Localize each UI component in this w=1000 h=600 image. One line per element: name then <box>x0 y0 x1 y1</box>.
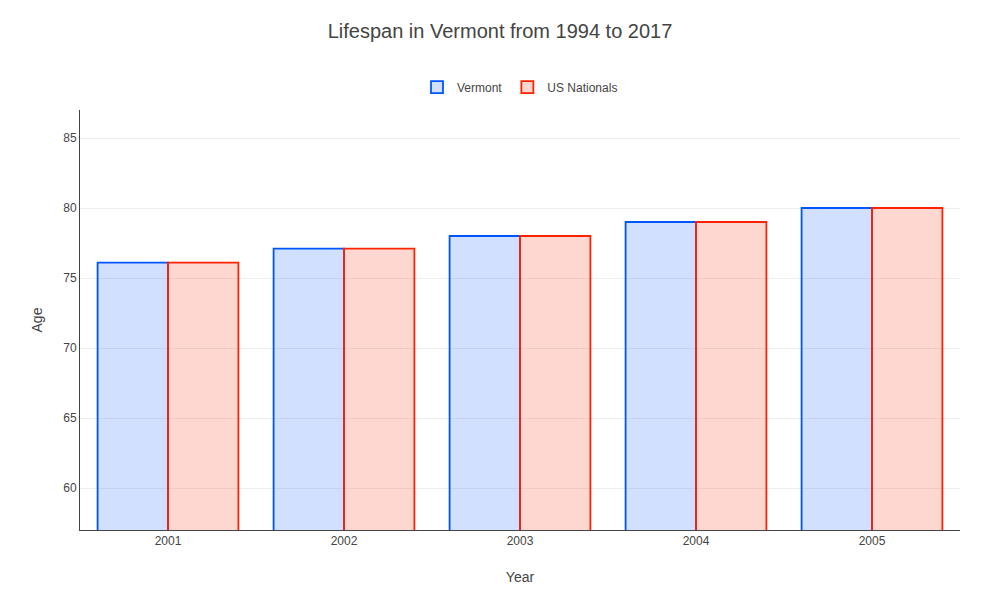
svg-text:2005: 2005 <box>859 534 886 548</box>
svg-text:70: 70 <box>63 341 77 355</box>
svg-text:65: 65 <box>63 411 77 425</box>
svg-text:Age: Age <box>29 307 45 332</box>
svg-text:60: 60 <box>63 481 77 495</box>
svg-text:2004: 2004 <box>683 534 710 548</box>
svg-text:75: 75 <box>63 271 77 285</box>
svg-text:80: 80 <box>63 201 77 215</box>
svg-text:2002: 2002 <box>331 534 358 548</box>
svg-text:Year: Year <box>506 569 535 585</box>
svg-text:2003: 2003 <box>507 534 534 548</box>
svg-text:Lifespan in Vermont from 1994: Lifespan in Vermont from 1994 to 2017 <box>328 20 673 42</box>
svg-text:2001: 2001 <box>155 534 182 548</box>
svg-text:Vermont: Vermont <box>457 81 502 95</box>
svg-text:US Nationals: US Nationals <box>547 81 617 95</box>
svg-text:85: 85 <box>63 131 77 145</box>
